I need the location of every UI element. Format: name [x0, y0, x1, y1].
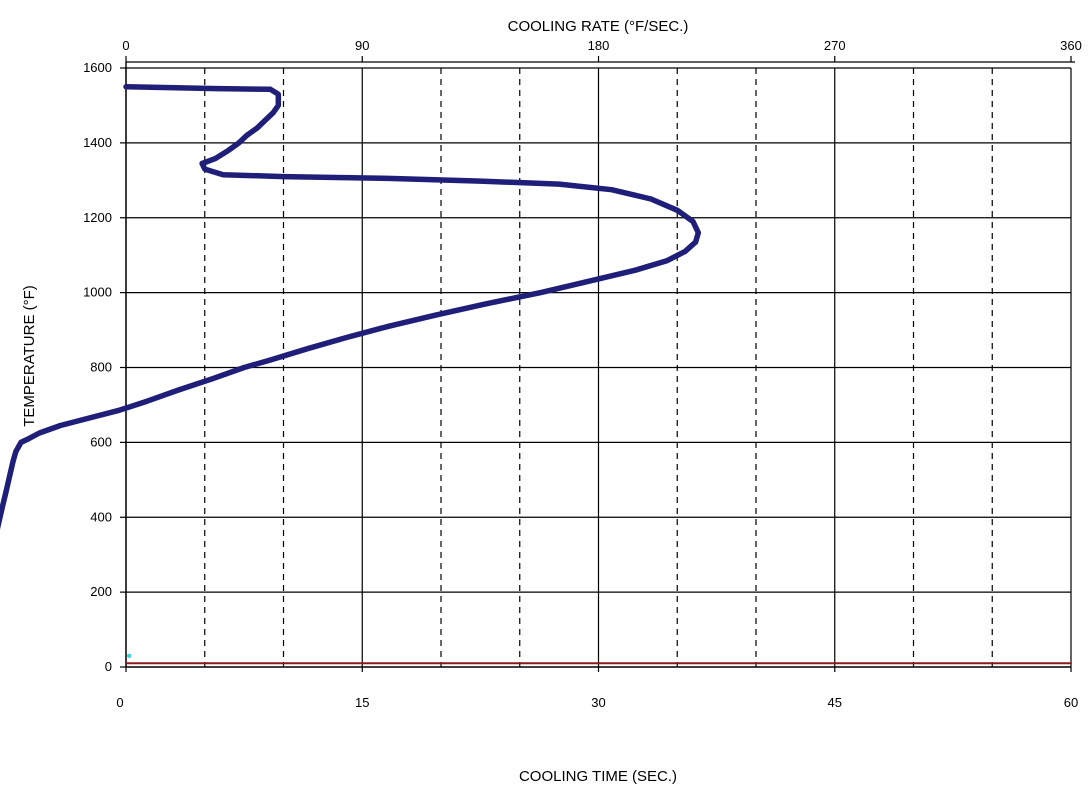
grid-lines — [125, 67, 1072, 667]
x-axis-title: COOLING TIME (SEC.) — [519, 768, 677, 785]
data-series — [0, 83, 1072, 665]
x2-tick-label-180: 180 — [588, 38, 610, 53]
marker-point-0 — [126, 653, 132, 658]
x2-tick-label-360: 360 — [1060, 38, 1082, 53]
axes — [120, 56, 1075, 672]
x2-tick-label-90: 90 — [355, 38, 369, 53]
y-tick-label-0: 0 — [105, 659, 112, 674]
y-tick-label-400: 400 — [90, 509, 112, 524]
x-tick-label-15: 15 — [355, 695, 369, 710]
y-axis-title: TEMPERATURE (°F) — [21, 285, 38, 427]
y-tick-label-1000: 1000 — [83, 285, 112, 300]
x-tick-label-30: 30 — [591, 695, 605, 710]
series-line-0 — [0, 83, 702, 530]
x-tick-label-60: 60 — [1064, 695, 1078, 710]
x2-axis-title: COOLING RATE (°F/SEC.) — [508, 18, 689, 35]
y-tick-label-1600: 1600 — [83, 60, 112, 75]
x2-tick-label-0: 0 — [122, 38, 129, 53]
y-tick-label-600: 600 — [90, 434, 112, 449]
y-tick-label-800: 800 — [90, 360, 112, 375]
x-tick-label-0: 0 — [116, 695, 123, 710]
y-tick-label-1400: 1400 — [83, 135, 112, 150]
x2-tick-label-270: 270 — [824, 38, 846, 53]
y-tick-label-200: 200 — [90, 584, 112, 599]
y-tick-label-1200: 1200 — [83, 210, 112, 225]
x-tick-label-45: 45 — [828, 695, 842, 710]
